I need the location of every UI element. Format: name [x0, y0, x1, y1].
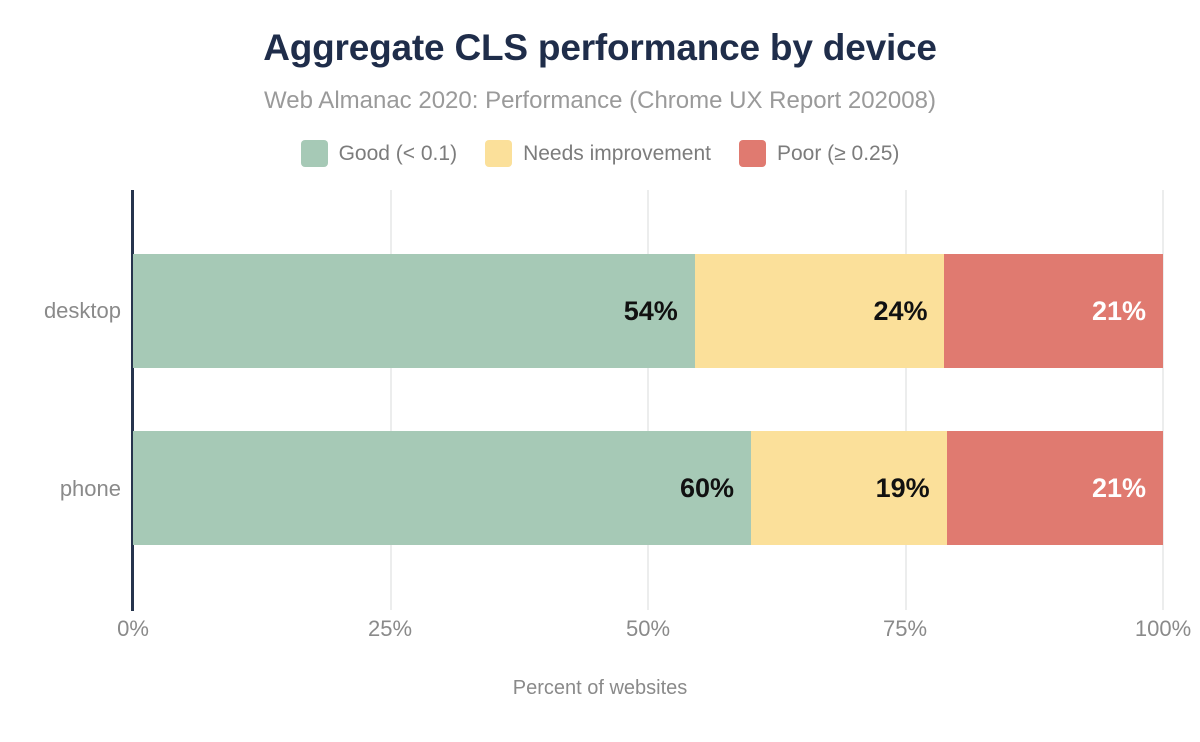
legend-label-needs-improvement: Needs improvement	[523, 142, 711, 165]
legend-swatch-poor-icon	[738, 140, 766, 167]
x-axis-title: Percent of websites	[512, 677, 688, 699]
plot-area: 54% 24% 21% 60% 19% 21%	[133, 190, 1164, 610]
chart-title: Aggregate CLS performance by device	[263, 27, 937, 68]
legend-label-good: Good (< 0.1)	[338, 142, 458, 165]
bar-label-desktop-poor: 21%	[1091, 295, 1146, 326]
bar-label-phone-poor: 21%	[1091, 472, 1146, 503]
x-axis-tick-0: 0%	[117, 616, 149, 641]
bar-segment-desktop-poor[interactable]: 21%	[944, 254, 1163, 368]
legend-item-poor[interactable]: Poor (≥ 0.25)	[738, 140, 900, 167]
legend-label-poor: Poor (≥ 0.25)	[776, 142, 900, 165]
y-axis-line	[131, 190, 134, 611]
x-axis-tick-100: 100%	[1134, 616, 1192, 641]
x-axis-tick-50: 50%	[625, 616, 671, 641]
legend-swatch-needs-improvement-icon	[485, 140, 513, 167]
bar-label-desktop-needs-improvement: 24%	[873, 295, 928, 326]
bar-segment-desktop-good[interactable]: 54%	[133, 254, 695, 368]
bar-segment-phone-needs-improvement[interactable]: 19%	[751, 431, 947, 545]
gridline-50	[647, 190, 649, 610]
y-axis-label-desktop: desktop	[43, 298, 121, 323]
gridline-25	[390, 190, 392, 610]
bar-label-phone-good: 60%	[679, 472, 734, 503]
legend-swatch-good-icon	[300, 140, 328, 167]
legend-item-good[interactable]: Good (< 0.1)	[300, 140, 458, 167]
bar-label-desktop-good: 54%	[623, 295, 678, 326]
x-axis-tick-75: 75%	[882, 616, 928, 641]
y-axis-label-phone: phone	[59, 476, 121, 501]
bar-row-desktop: 54% 24% 21%	[133, 254, 1163, 368]
bar-segment-phone-poor[interactable]: 21%	[946, 431, 1163, 545]
gridline-100	[1162, 190, 1164, 610]
chart-subtitle: Web Almanac 2020: Performance (Chrome UX…	[264, 87, 936, 114]
legend-item-needs-improvement[interactable]: Needs improvement	[485, 140, 711, 167]
bar-segment-desktop-needs-improvement[interactable]: 24%	[694, 254, 945, 368]
x-axis-tick-25: 25%	[367, 616, 413, 641]
chart-legend: Good (< 0.1) Needs improvement Poor (≥ 0…	[0, 140, 1200, 167]
bar-row-phone: 60% 19% 21%	[133, 431, 1163, 545]
bar-segment-phone-good[interactable]: 60%	[133, 431, 751, 545]
gridline-75	[905, 190, 907, 610]
bar-label-phone-needs-improvement: 19%	[875, 472, 930, 503]
